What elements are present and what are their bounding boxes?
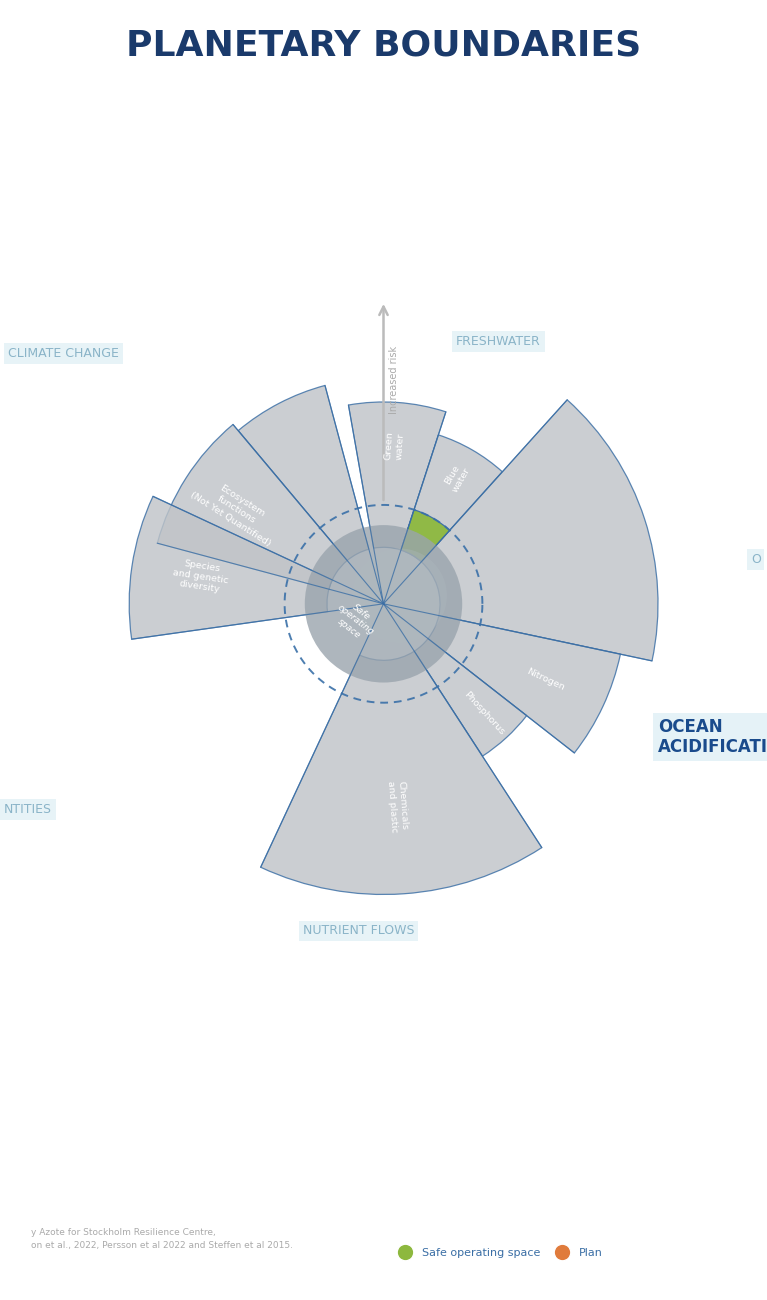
Text: NTITIES: NTITIES: [4, 803, 52, 816]
Text: Nitrogen: Nitrogen: [525, 667, 566, 692]
Wedge shape: [261, 651, 542, 894]
Text: Ecosystem
functions
(Not Yet Quantified): Ecosystem functions (Not Yet Quantified): [189, 472, 284, 547]
Text: FRESHWATER: FRESHWATER: [456, 335, 541, 348]
Wedge shape: [401, 436, 502, 562]
Text: NUTRIENT FLOWS: NUTRIENT FLOWS: [303, 924, 414, 937]
Wedge shape: [401, 510, 449, 562]
Text: Phosphorus: Phosphorus: [462, 690, 505, 737]
Wedge shape: [428, 616, 621, 753]
Text: OCEAN
ACIDIFICATION: OCEAN ACIDIFICATION: [658, 718, 767, 757]
Legend: Safe operating space, Plan: Safe operating space, Plan: [390, 1243, 607, 1262]
Text: CLIMATE CHANGE: CLIMATE CHANGE: [8, 347, 119, 360]
Text: Safe
operating
space: Safe operating space: [329, 595, 381, 645]
Wedge shape: [157, 425, 347, 589]
Text: Blue
water: Blue water: [442, 460, 472, 494]
Text: O: O: [751, 552, 761, 566]
Text: Species
and genetic
diversity: Species and genetic diversity: [171, 558, 231, 595]
Text: y Azote for Stockholm Resilience Centre,: y Azote for Stockholm Resilience Centre,: [31, 1228, 216, 1236]
Wedge shape: [414, 638, 527, 757]
Circle shape: [304, 525, 463, 682]
Wedge shape: [239, 386, 369, 560]
Text: Increased risk: Increased risk: [389, 346, 399, 415]
Text: Green
water: Green water: [384, 430, 405, 460]
Wedge shape: [129, 497, 332, 640]
Circle shape: [352, 549, 447, 644]
Text: PLANETARY BOUNDARIES: PLANETARY BOUNDARIES: [126, 29, 641, 62]
Wedge shape: [348, 402, 446, 550]
Text: on et al., 2022, Persson et al 2022 and Steffen et al 2015.: on et al., 2022, Persson et al 2022 and …: [31, 1242, 293, 1249]
Text: Chemicals
and plastic: Chemicals and plastic: [386, 780, 409, 833]
Wedge shape: [421, 400, 658, 660]
